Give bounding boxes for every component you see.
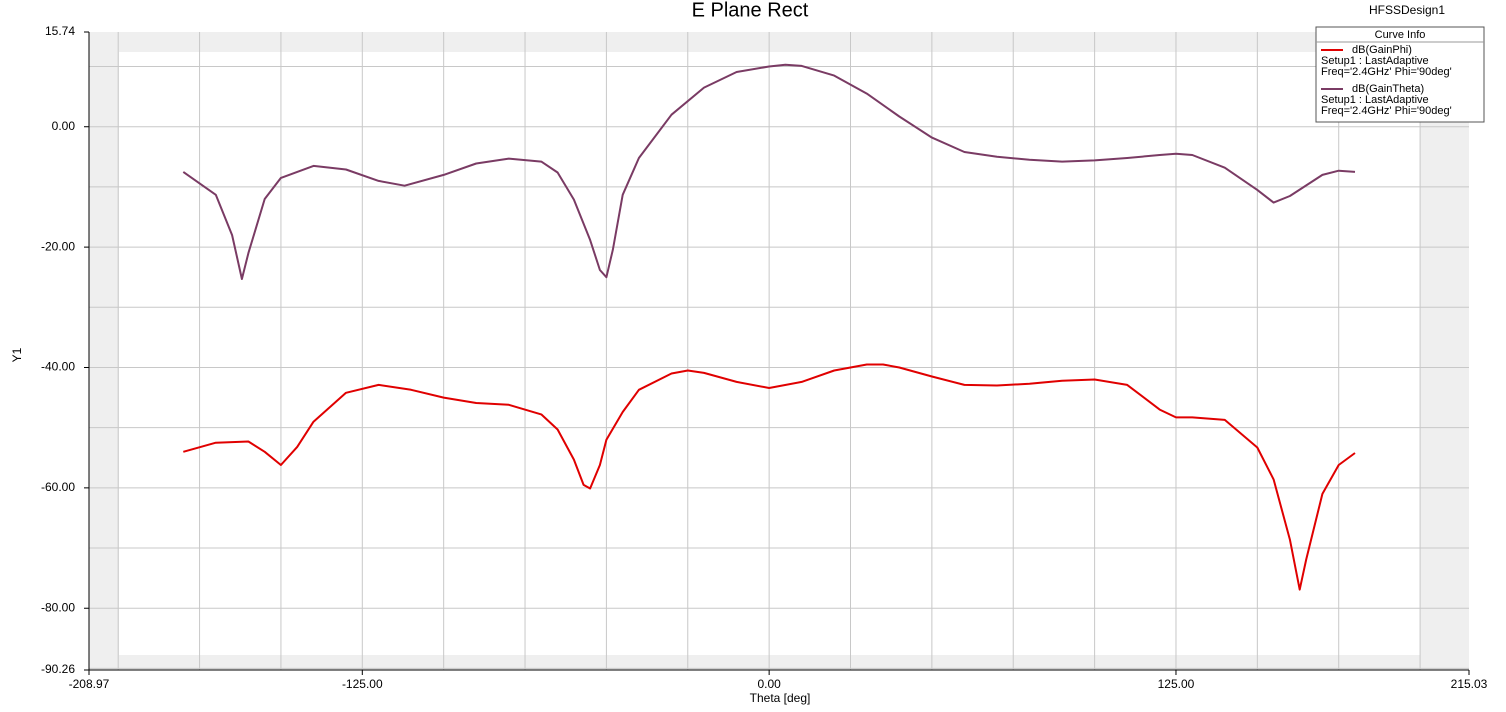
legend-params: Freq='2.4GHz' Phi='90deg'	[1321, 105, 1452, 117]
legend-setup: Setup1 : LastAdaptive	[1321, 94, 1429, 106]
x-axis-label: Theta [deg]	[750, 691, 811, 705]
y-tick-label: -80.00	[41, 600, 75, 614]
design-name: HFSSDesign1	[1369, 3, 1445, 17]
x-tick-label: 0.00	[757, 677, 781, 691]
series-line	[182, 63, 1356, 280]
legend-box	[1315, 26, 1485, 123]
legend-label: dB(GainTheta)	[1352, 83, 1424, 95]
legend-params: Freq='2.4GHz' Phi='90deg'	[1321, 66, 1452, 78]
x-tick-label: 125.00	[1158, 677, 1195, 691]
y-tick-label: -20.00	[41, 239, 75, 253]
y-tick-label: 0.00	[52, 119, 76, 133]
legend-setup: Setup1 : LastAdaptive	[1321, 55, 1429, 67]
x-tick-label: -125.00	[342, 677, 383, 691]
legend: Curve Info dB(GainPhi)Setup1 : LastAdapt…	[1315, 26, 1485, 123]
y-tick-label: -90.26	[41, 662, 75, 676]
legend-title: Curve Info	[1375, 29, 1426, 41]
series-line	[183, 363, 1356, 591]
legend-label: dB(GainPhi)	[1352, 44, 1412, 56]
grid	[89, 32, 1469, 670]
x-tick-label: 215.03	[1451, 677, 1488, 691]
y-tick-label: -40.00	[41, 360, 75, 374]
chart-title: E Plane Rect	[692, 0, 809, 21]
y-tick-label: 15.74	[45, 24, 75, 38]
y-axis-label: Y1	[10, 347, 24, 362]
lines	[182, 63, 1356, 591]
y-tick-label: -60.00	[41, 480, 75, 494]
x-tick-label: -208.97	[69, 677, 110, 691]
